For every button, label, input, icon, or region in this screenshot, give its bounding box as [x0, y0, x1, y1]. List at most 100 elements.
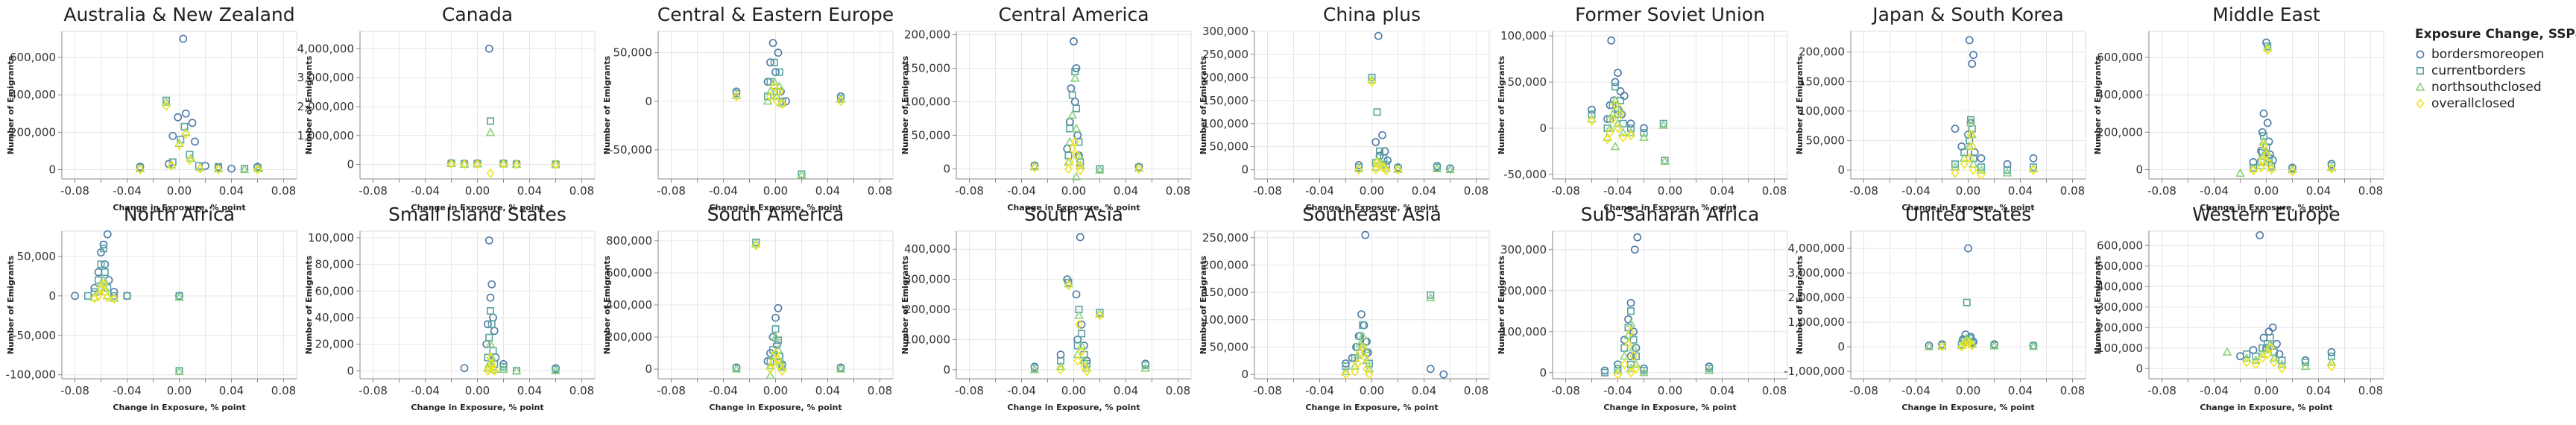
legend-entry-currentborders: currentborders: [2415, 63, 2572, 79]
y-tick-label: 50,000: [1210, 140, 1249, 154]
data-point-overallclosed: [1632, 363, 1641, 374]
x-tick-label: 0.00: [465, 184, 490, 198]
data-point-bordersmoreopen: [1977, 154, 1986, 163]
data-point-bordersmoreopen: [1072, 290, 1081, 299]
y-tick-label: 250,000: [1202, 48, 1248, 61]
y-tick-label: 60,000: [315, 284, 355, 298]
data-point-overallclosed: [1070, 136, 1079, 148]
data-point-northsouthclosed: [1074, 150, 1084, 160]
x-tick-label: 0.04: [1412, 184, 1436, 198]
legend-symbol: [2415, 82, 2425, 91]
data-point-overallclosed: [186, 155, 194, 166]
y-tick-label: 100,000: [1202, 117, 1248, 130]
y-tick-label: 100,000: [904, 95, 950, 109]
x-tick-label: -0.04: [1007, 384, 1036, 397]
data-point-bordersmoreopen: [1378, 130, 1386, 139]
y-tick-label: 40,000: [315, 311, 355, 324]
y-tick-label: 4,000,000: [1788, 242, 1845, 255]
y-tick-label: 200,000: [904, 303, 950, 316]
data-point-currentborders: [1611, 83, 1620, 91]
data-point-bordersmoreopen: [1617, 110, 1626, 119]
data-point-northsouthclosed: [1055, 361, 1066, 371]
data-point-currentborders: [1640, 366, 1648, 374]
x-tick-label: 0.00: [1061, 384, 1086, 397]
data-point-northsouthclosed: [1445, 164, 1455, 174]
data-point-currentborders: [1963, 298, 1971, 306]
data-point-northsouthclosed: [1658, 120, 1669, 129]
x-tick-label: 0.08: [868, 384, 892, 397]
y-tick-label: 0: [2135, 362, 2143, 375]
data-point-overallclosed: [1075, 319, 1083, 330]
data-point-overallclosed: [1342, 369, 1350, 380]
data-point-northsouthclosed: [763, 95, 773, 105]
legend-title: Exposure Change, SSP4: [2415, 27, 2576, 42]
data-point-bordersmoreopen: [1964, 244, 1972, 253]
data-point-overallclosed: [1629, 351, 1638, 362]
data-point-overallclosed: [2252, 359, 2260, 370]
x-tick-label: 0.00: [1061, 184, 1086, 198]
data-point-northsouthclosed: [1432, 163, 1442, 172]
data-point-northsouthclosed: [771, 91, 782, 100]
chart-panel: Middle East -0.08 -0.04 0.00 0.04 0.08 0 200,00…: [2093, 4, 2384, 212]
chart-panel: Sub-Saharan Africa -0.08 -0.04 0.00 0.04 0.08…: [1497, 204, 1788, 412]
legend-label: overallclosed: [2431, 96, 2516, 111]
x-tick-label: 0.00: [1956, 184, 1980, 198]
chart-panel: Australia & New Zealand -0.08 -0.04 0.00 0.0…: [6, 4, 297, 212]
legend-symbol: [2416, 50, 2425, 59]
x-tick-label: -0.04: [113, 384, 142, 397]
panel-title: Japan & South Korea: [1871, 4, 2064, 25]
data-point-overallclosed: [751, 240, 760, 251]
y-tick-label: 3,000,000: [297, 71, 354, 84]
data-point-overallclosed: [1072, 150, 1081, 161]
x-tick-label: 0.04: [219, 184, 244, 198]
data-point-northsouthclosed: [1660, 156, 1670, 166]
data-point-overallclosed: [1073, 356, 1082, 366]
panel-title: China plus: [1323, 4, 1421, 25]
data-point-bordersmoreopen: [71, 292, 79, 300]
chart-panel: Western Europe -0.08 -0.04 0.00 0.04 0.08 0 100…: [2093, 204, 2384, 412]
data-point-bordersmoreopen: [103, 230, 112, 239]
x-tick-label: 0.00: [763, 184, 788, 198]
data-point-overallclosed: [1619, 132, 1627, 142]
data-point-northsouthclosed: [1619, 350, 1629, 360]
data-point-northsouthclosed: [2262, 344, 2273, 354]
data-point-northsouthclosed: [2241, 353, 2252, 362]
data-point-northsouthclosed: [1639, 132, 1649, 141]
y-tick-label: 200,000: [904, 28, 950, 42]
x-tick-label: 0.08: [569, 184, 594, 198]
data-point-northsouthclosed: [2261, 145, 2271, 155]
data-point-bordersmoreopen: [191, 137, 199, 146]
data-point-currentborders: [486, 117, 494, 125]
data-point-bordersmoreopen: [2258, 128, 2267, 136]
y-tick-label: 600,000: [606, 266, 652, 280]
data-point-overallclosed: [181, 129, 190, 139]
panel-title: Former Soviet Union: [1575, 4, 1765, 25]
data-point-overallclosed: [1077, 346, 1086, 357]
x-axis-title: Change in Exposure, % point: [411, 403, 543, 412]
data-point-overallclosed: [2267, 164, 2276, 175]
x-tick-label: -0.08: [1551, 384, 1580, 397]
data-point-bordersmoreopen: [1076, 233, 1085, 242]
y-tick-label: 0: [48, 289, 56, 303]
y-tick-label: 800,000: [606, 234, 652, 248]
data-point-currentborders: [84, 292, 92, 300]
y-tick-label: 0: [347, 158, 354, 171]
data-point-overallclosed: [1030, 163, 1039, 173]
x-tick-label: -0.08: [1551, 184, 1580, 198]
x-tick-label: -0.04: [2200, 384, 2229, 397]
data-point-northsouthclosed: [1639, 367, 1649, 377]
data-point-northsouthclosed: [1924, 341, 1934, 350]
data-point-overallclosed: [775, 86, 784, 97]
y-tick-label: 20,000: [315, 338, 355, 351]
x-axis-title: Change in Exposure, % point: [113, 203, 245, 212]
data-point-currentborders: [775, 68, 783, 76]
data-point-overallclosed: [162, 101, 171, 111]
x-axis-title: Change in Exposure, % point: [709, 403, 842, 412]
data-point-currentborders: [1427, 291, 1435, 299]
x-tick-label: 0.08: [1762, 384, 1787, 397]
data-point-overallclosed: [90, 293, 99, 303]
panel-title: Central America: [998, 4, 1149, 25]
y-tick-label: 400,000: [2097, 280, 2143, 293]
x-tick-label: 0.08: [1166, 384, 1190, 397]
x-tick-label: 0.00: [2254, 384, 2279, 397]
